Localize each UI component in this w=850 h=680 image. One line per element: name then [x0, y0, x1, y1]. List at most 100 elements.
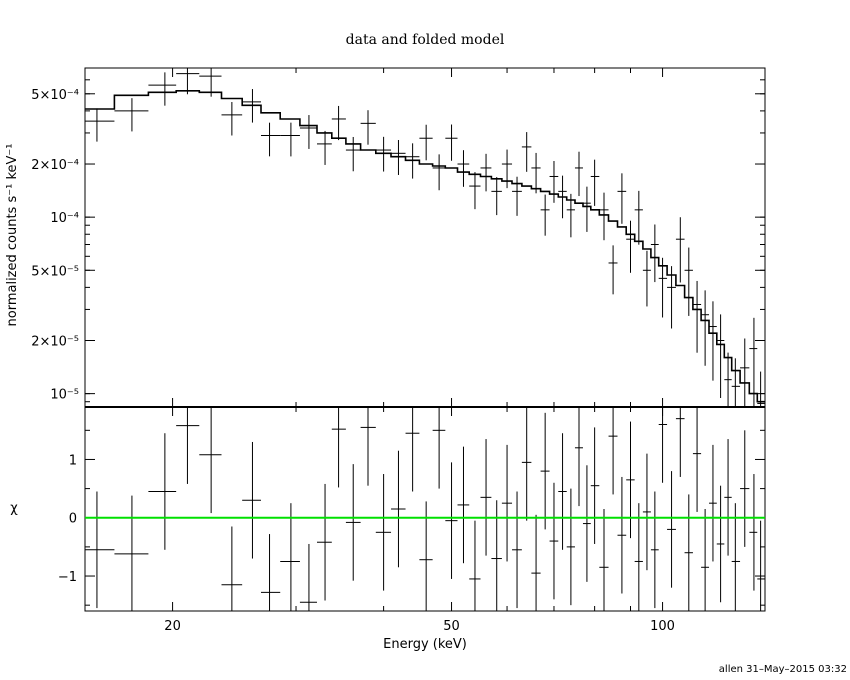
data-point [684, 247, 693, 316]
data-point [617, 173, 627, 224]
data-point [642, 250, 651, 307]
residual-y-tick-label: 0 [69, 512, 77, 527]
upper-y-tick-label: 5×10⁻⁵ [31, 264, 79, 279]
data-point [740, 338, 750, 407]
data-point [457, 150, 470, 187]
data-point [558, 175, 567, 219]
residual-point [501, 444, 513, 562]
upper-y-tick-label: 10⁻⁵ [50, 388, 79, 403]
data-point [331, 105, 346, 141]
upper-y-tick-label: 10⁻⁴ [50, 211, 79, 226]
residual-point [731, 503, 741, 611]
x-tick-label: 50 [443, 619, 460, 634]
data-point [360, 110, 376, 145]
data-point [405, 143, 420, 179]
residual-point [469, 520, 481, 611]
data-point [280, 122, 300, 157]
data-point [716, 314, 725, 399]
data-point [512, 176, 522, 216]
data-point [316, 130, 332, 165]
residual-point [199, 407, 222, 514]
residual-point [176, 407, 200, 484]
data-point [650, 224, 659, 283]
residual-point [360, 407, 376, 486]
residual-point [724, 439, 732, 556]
residual-point [599, 509, 609, 611]
residual-point [457, 446, 470, 564]
data-point [445, 124, 458, 161]
residual-point [740, 430, 750, 547]
data-point [675, 217, 685, 283]
residual-point [558, 433, 567, 550]
data-point [199, 68, 222, 97]
residual-point [299, 543, 317, 611]
x-tick-label: 100 [650, 619, 675, 634]
data-point [692, 280, 702, 353]
residual-point [642, 453, 651, 571]
residual-point [480, 439, 492, 556]
data-point [419, 124, 433, 161]
data-point [260, 122, 281, 157]
residual-point [701, 509, 710, 611]
residual-point [391, 450, 406, 568]
data-point [221, 102, 243, 136]
data-point [549, 161, 559, 203]
residual-point [566, 488, 575, 606]
residual-point [316, 483, 332, 601]
data-point [599, 192, 609, 241]
data-point [658, 257, 668, 318]
data-point [391, 140, 406, 175]
residual-point [617, 476, 627, 594]
residual-y-tick-label: 1 [69, 453, 77, 468]
residual-point [549, 482, 559, 600]
data-point [574, 151, 583, 197]
residual-point [749, 474, 758, 591]
residual-point [692, 407, 702, 512]
data-point [501, 149, 513, 189]
model-step-line [85, 90, 765, 403]
residual-point [684, 494, 693, 611]
data-point [724, 352, 732, 407]
residual-frame [84, 406, 766, 612]
data-point [626, 220, 635, 273]
data-point [521, 132, 532, 172]
residual-point [521, 407, 532, 521]
residual-point [675, 407, 685, 477]
residual-point [345, 464, 361, 581]
residual-point [658, 407, 668, 483]
data-point [242, 89, 261, 123]
upper-frame [84, 67, 766, 408]
residual-point [221, 526, 243, 611]
x-tick-label: 20 [164, 619, 181, 634]
chart-title: data and folded model [346, 32, 505, 48]
data-point [582, 186, 591, 232]
residual-y-axis-label: χ [10, 501, 18, 516]
residual-point [375, 474, 392, 591]
residual-point [148, 433, 177, 550]
footer-timestamp: allen 31–May–2015 03:32 [719, 664, 847, 675]
data-point [491, 177, 502, 216]
residual-point [331, 407, 346, 488]
data-point [749, 317, 758, 407]
residual-point [634, 503, 643, 611]
residual-point [114, 495, 149, 611]
data-point [667, 266, 676, 329]
residual-point [419, 501, 433, 611]
residual-point [716, 485, 725, 603]
residual-point [242, 441, 261, 559]
data-point [757, 371, 765, 407]
residual-point [432, 407, 446, 489]
data-point [176, 68, 200, 95]
residual-point [608, 407, 618, 495]
upper-y-tick-label: 2×10⁻⁵ [31, 335, 79, 350]
upper-y-tick-label: 2×10⁻⁴ [31, 158, 79, 173]
residual-y-tick-label: −1 [58, 570, 77, 585]
data-point [731, 358, 741, 407]
residual-point [650, 491, 659, 609]
residual-point [574, 407, 583, 507]
data-point [375, 136, 392, 172]
upper-y-axis-label: normalized counts s⁻¹ keV⁻¹ [5, 144, 20, 327]
data-point [114, 98, 149, 132]
residual-point [667, 471, 676, 588]
